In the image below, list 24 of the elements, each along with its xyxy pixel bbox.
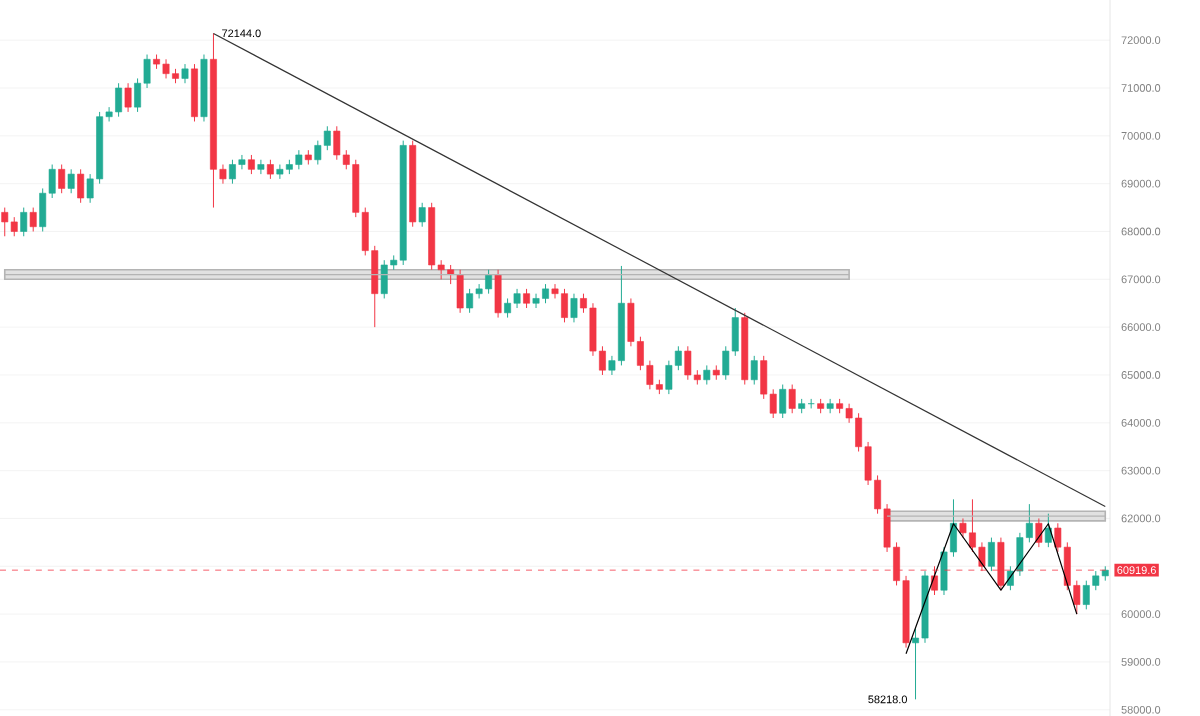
candlestick bbox=[788, 384, 796, 414]
candlestick bbox=[987, 537, 995, 572]
candlestick bbox=[750, 355, 758, 386]
candlestick bbox=[181, 63, 189, 84]
candlestick bbox=[779, 384, 787, 419]
candlestick bbox=[1044, 513, 1052, 548]
candlestick bbox=[20, 207, 28, 237]
candlestick bbox=[77, 168, 85, 204]
candlestick bbox=[124, 82, 132, 113]
candlestick bbox=[266, 159, 274, 180]
candlestick bbox=[257, 159, 265, 175]
candlestick bbox=[418, 202, 426, 228]
candlestick bbox=[826, 398, 834, 414]
candlestick bbox=[570, 293, 578, 323]
candlestick bbox=[703, 364, 711, 386]
candlestick bbox=[247, 154, 255, 175]
candlestick bbox=[29, 207, 37, 232]
line-series bbox=[905, 523, 1078, 655]
candlestick bbox=[494, 269, 502, 319]
candlestick bbox=[191, 63, 198, 122]
candlestick bbox=[456, 269, 464, 314]
candlestick bbox=[58, 164, 66, 194]
candlestick bbox=[67, 168, 75, 194]
candlestick bbox=[523, 288, 530, 309]
